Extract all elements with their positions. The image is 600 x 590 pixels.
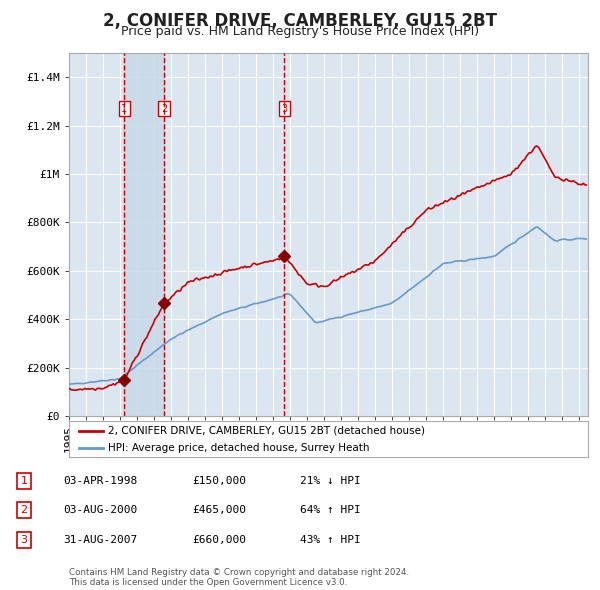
Text: 2: 2 xyxy=(20,506,28,515)
Text: 21% ↓ HPI: 21% ↓ HPI xyxy=(300,476,361,486)
Text: £660,000: £660,000 xyxy=(192,535,246,545)
Text: 3: 3 xyxy=(281,104,287,114)
Text: HPI: Average price, detached house, Surrey Heath: HPI: Average price, detached house, Surr… xyxy=(108,443,370,453)
Text: 3: 3 xyxy=(20,535,28,545)
Text: 2, CONIFER DRIVE, CAMBERLEY, GU15 2BT: 2, CONIFER DRIVE, CAMBERLEY, GU15 2BT xyxy=(103,12,497,30)
Text: 1: 1 xyxy=(121,104,127,114)
Text: 2: 2 xyxy=(161,104,167,114)
Text: 43% ↑ HPI: 43% ↑ HPI xyxy=(300,535,361,545)
Text: 64% ↑ HPI: 64% ↑ HPI xyxy=(300,506,361,515)
Text: 31-AUG-2007: 31-AUG-2007 xyxy=(63,535,137,545)
Text: 03-AUG-2000: 03-AUG-2000 xyxy=(63,506,137,515)
Text: 2, CONIFER DRIVE, CAMBERLEY, GU15 2BT (detached house): 2, CONIFER DRIVE, CAMBERLEY, GU15 2BT (d… xyxy=(108,426,425,436)
Text: Price paid vs. HM Land Registry's House Price Index (HPI): Price paid vs. HM Land Registry's House … xyxy=(121,25,479,38)
Bar xyxy=(124,53,164,416)
Text: Contains HM Land Registry data © Crown copyright and database right 2024.
This d: Contains HM Land Registry data © Crown c… xyxy=(69,568,409,587)
Text: £150,000: £150,000 xyxy=(192,476,246,486)
Text: 03-APR-1998: 03-APR-1998 xyxy=(63,476,137,486)
Text: £465,000: £465,000 xyxy=(192,506,246,515)
Text: 1: 1 xyxy=(20,476,28,486)
